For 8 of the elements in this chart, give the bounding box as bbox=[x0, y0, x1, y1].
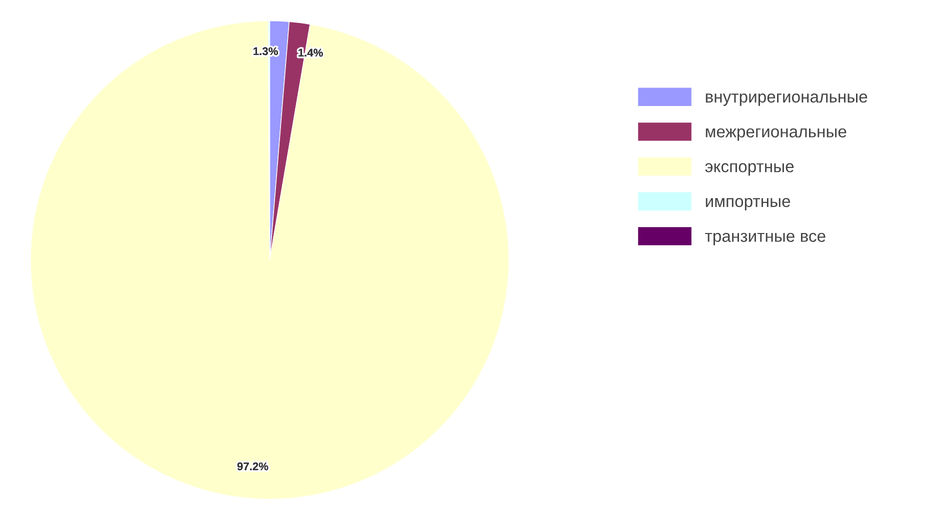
legend-label: импортные bbox=[706, 198, 790, 210]
data-label: 1.3% bbox=[254, 47, 278, 56]
pie-slice bbox=[30, 20, 510, 500]
legend-label: внутрирегиональные bbox=[706, 94, 868, 106]
legend-label: межрегиональные bbox=[706, 128, 846, 141]
legend-label: транзитные все bbox=[705, 232, 826, 246]
legend-label: экспортные bbox=[705, 163, 794, 176]
data-label: 97.2% bbox=[237, 462, 268, 470]
